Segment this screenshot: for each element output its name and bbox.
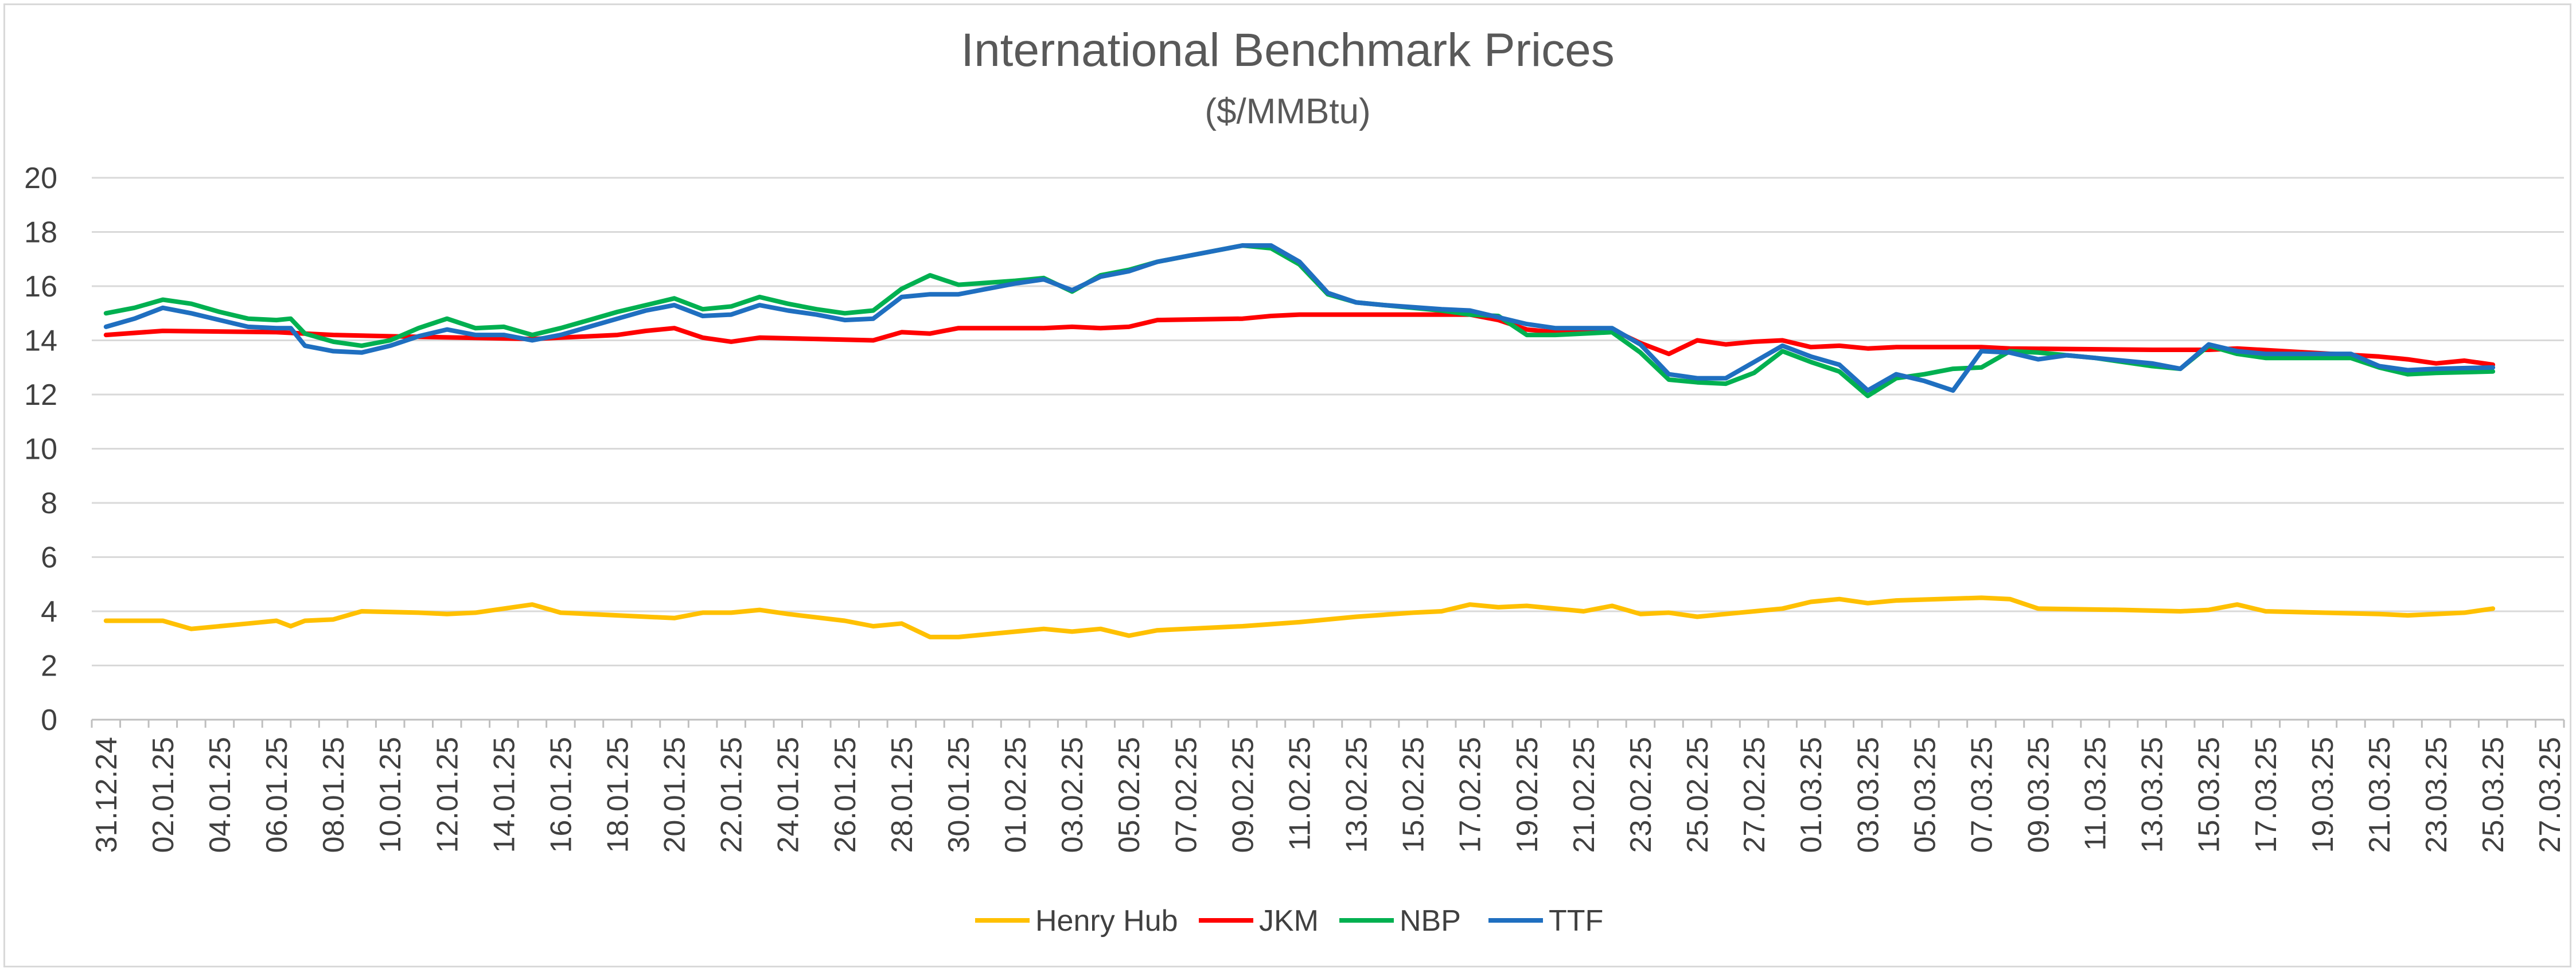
- x-tick-label: 09.03.25: [2022, 737, 2056, 853]
- x-tick-label: 15.02.25: [1397, 737, 1431, 853]
- series-lines: [103, 243, 2496, 639]
- y-axis: 0 2 4 6 8 10 12 14 16 18 20: [24, 162, 57, 737]
- y-tick-label: 10: [24, 433, 57, 466]
- x-tick-label: 21.03.25: [2363, 737, 2396, 853]
- x-tick-label: 07.02.25: [1170, 737, 1203, 853]
- x-tick-label: 05.02.25: [1113, 737, 1146, 853]
- x-tick-label: 30.01.25: [942, 737, 976, 853]
- y-tick-label: 16: [24, 270, 57, 303]
- x-axis: [91, 719, 2565, 728]
- series-line-ttf: [103, 243, 2496, 393]
- x-tick-label: 01.03.25: [1795, 737, 1828, 853]
- x-tick-label: 20.01.25: [658, 737, 692, 853]
- x-tick-label: 17.03.25: [2250, 737, 2283, 853]
- x-tick-label: 14.01.25: [488, 737, 521, 853]
- x-tick-label: 17.02.25: [1454, 737, 1487, 853]
- x-tick-label: 12.01.25: [431, 737, 464, 853]
- x-tick-label: 15.03.25: [2193, 737, 2226, 853]
- x-tick-label: 06.01.25: [260, 737, 294, 853]
- x-tick-label: 04.01.25: [204, 737, 237, 853]
- x-tick-label: 27.03.25: [2534, 737, 2567, 853]
- x-tick-label: 27.02.25: [1738, 737, 1771, 853]
- legend-label-nbp: NBP: [1400, 904, 1461, 938]
- x-tick-label: 11.02.25: [1283, 737, 1316, 851]
- y-tick-label: 2: [41, 650, 57, 683]
- x-tick-label: 01.02.25: [999, 737, 1032, 853]
- x-tick-label: 11.03.25: [2079, 737, 2113, 851]
- legend-label-henry-hub: Henry Hub: [1035, 904, 1178, 938]
- x-tick-label: 16.01.25: [544, 737, 578, 853]
- series-line-nbp: [103, 243, 2496, 399]
- y-tick-label: 8: [41, 487, 57, 520]
- y-tick-label: 12: [24, 378, 57, 412]
- y-tick-label: 4: [41, 595, 57, 629]
- chart-area: [3, 3, 2571, 967]
- x-tick-label: 25.02.25: [1681, 737, 1714, 853]
- legend-label-ttf: TTF: [1549, 904, 1603, 938]
- x-tick-label: 09.02.25: [1226, 737, 1260, 853]
- x-tick-label: 05.03.25: [1908, 737, 1942, 853]
- x-tick-label: 23.03.25: [2420, 737, 2453, 853]
- x-tick-label: 18.01.25: [601, 737, 634, 853]
- y-gridlines: [92, 177, 2564, 666]
- x-tick-label: 07.03.25: [1965, 737, 1998, 853]
- y-tick-label: 14: [24, 325, 57, 358]
- x-tick-label: 26.01.25: [829, 737, 862, 853]
- legend: Henry Hub JKM NBP TTF: [975, 904, 1603, 938]
- x-tick-label: 28.01.25: [886, 737, 919, 853]
- y-tick-label: 6: [41, 541, 57, 575]
- x-tick-label: 10.01.25: [374, 737, 407, 853]
- y-tick-label: 0: [41, 704, 57, 737]
- x-tick-label: 19.03.25: [2306, 737, 2340, 853]
- series-line-henry-hub: [103, 595, 2496, 639]
- x-tick-label: 24.01.25: [772, 737, 805, 853]
- x-tick-label: 25.03.25: [2477, 737, 2510, 853]
- y-tick-label: 18: [24, 216, 57, 249]
- chart-title: International Benchmark Prices: [961, 24, 1614, 76]
- x-tick-label: 08.01.25: [317, 737, 350, 853]
- legend-label-jkm: JKM: [1259, 904, 1319, 938]
- x-tick-label: 22.01.25: [715, 737, 749, 853]
- x-tick-label: 31.12.24: [90, 737, 123, 853]
- x-tick-label: 21.02.25: [1568, 737, 1601, 853]
- x-tick-label: 02.01.25: [147, 737, 180, 853]
- x-tick-labels: 31.12.24 02.01.25 04.01.25 06.01.25 08.01.25…: [90, 737, 2567, 853]
- x-tick-label: 03.03.25: [1852, 737, 1885, 853]
- x-tick-label: 13.02.25: [1340, 737, 1374, 853]
- y-tick-label: 20: [24, 162, 57, 195]
- x-tick-label: 03.02.25: [1056, 737, 1089, 853]
- x-tick-label: 13.03.25: [2136, 737, 2169, 853]
- x-tick-label: 23.02.25: [1624, 737, 1658, 853]
- chart-subtitle: ($/MMBtu): [1205, 92, 1370, 131]
- x-tick-label: 19.02.25: [1511, 737, 1544, 853]
